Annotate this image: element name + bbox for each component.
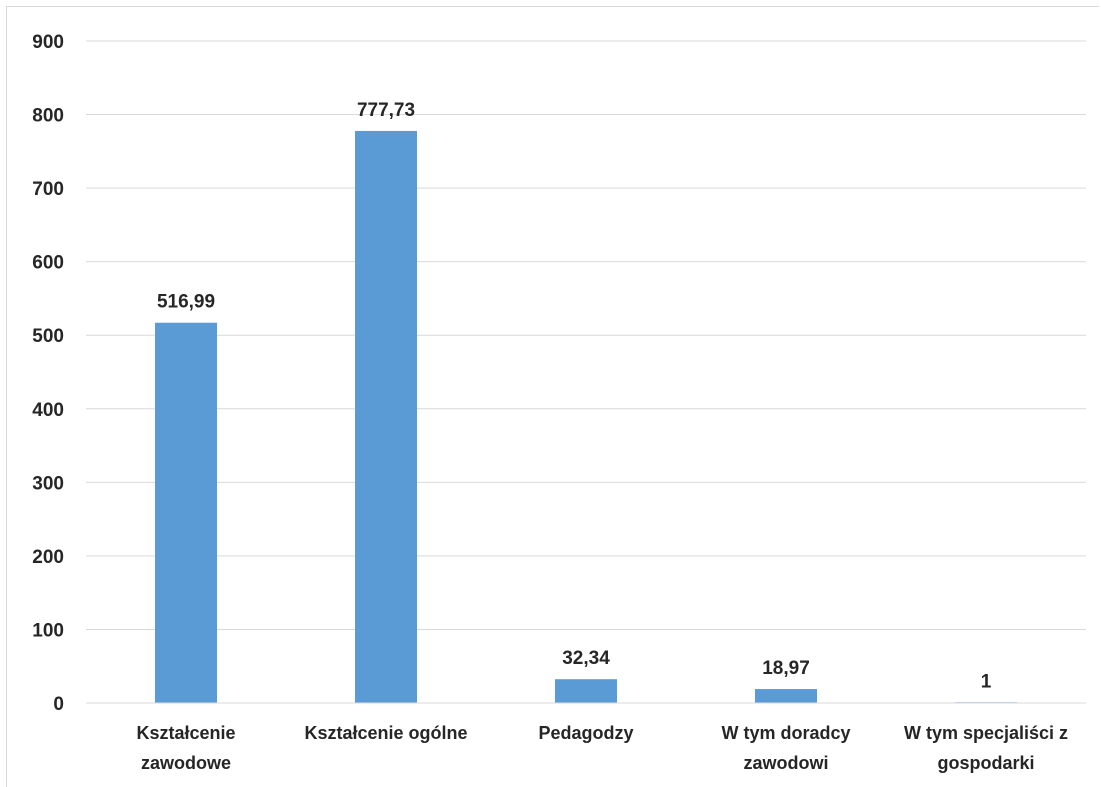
data-label: 32,34: [562, 648, 610, 669]
category-label: W tym doradcy: [721, 723, 850, 743]
category-label: Kształcenie: [136, 723, 235, 743]
y-tick-label: 800: [32, 106, 64, 127]
category-label: zawodowe: [141, 753, 231, 773]
data-label: 516,99: [157, 292, 215, 313]
data-labels: 516,99 777,73 32,34 18,97 1: [157, 100, 992, 692]
data-label: 18,97: [762, 658, 810, 679]
data-label: 777,73: [357, 100, 415, 121]
data-label: 1: [981, 671, 992, 692]
y-tick-label: 600: [32, 253, 64, 274]
chart-frame: [6, 6, 1099, 787]
x-axis-category-labels: Kształcenie zawodowe Kształcenie ogólne Ped…: [136, 723, 1068, 773]
bar: [155, 322, 217, 703]
y-tick-label: 900: [32, 32, 64, 53]
y-tick-label: 200: [32, 547, 64, 568]
y-axis-tick-labels: 0 100 200 300 400 500 600 700 800 900: [32, 32, 64, 715]
category-label: gospodarki: [937, 753, 1034, 773]
y-tick-label: 0: [53, 694, 64, 715]
gridlines: [86, 40, 1086, 630]
bars: [155, 130, 1017, 703]
y-tick-label: 300: [32, 473, 64, 494]
bar: [555, 679, 617, 703]
bar: [755, 689, 817, 703]
category-label: W tym specjaliści z: [904, 723, 1068, 743]
y-tick-label: 100: [32, 620, 64, 641]
category-label: Pedagodzy: [538, 723, 633, 743]
category-label: Kształcenie ogólne: [304, 723, 467, 743]
category-label: zawodowi: [744, 753, 829, 773]
bar: [355, 130, 417, 703]
y-tick-label: 700: [32, 179, 64, 200]
y-tick-label: 400: [32, 400, 64, 421]
y-tick-label: 500: [32, 326, 64, 347]
